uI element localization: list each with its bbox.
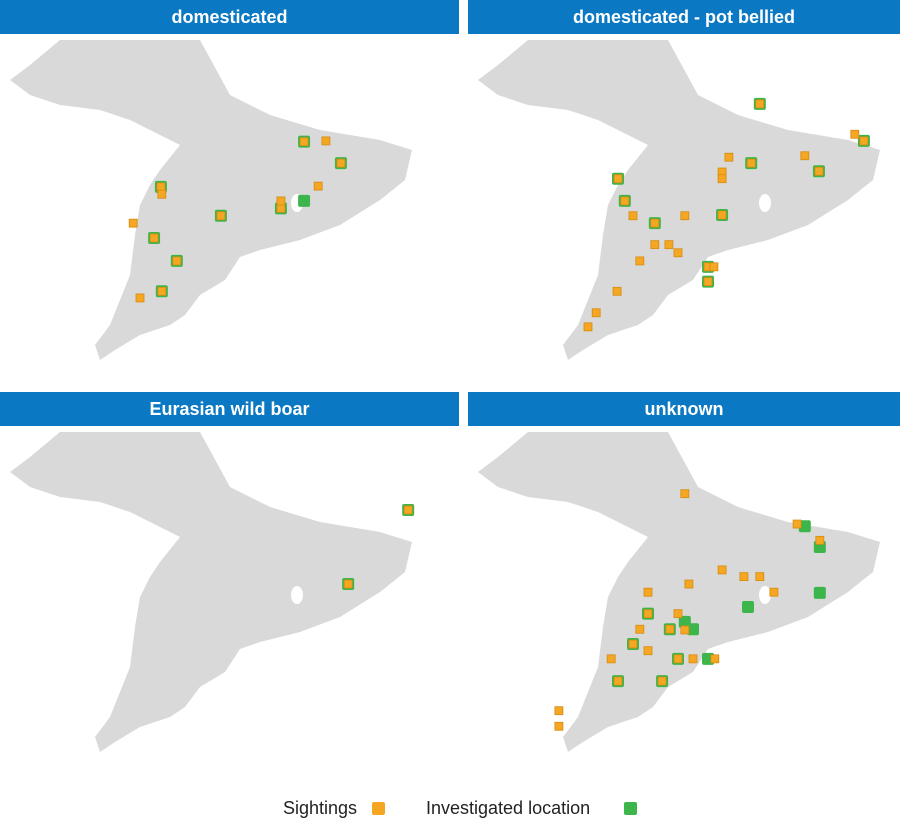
sighting-marker — [657, 676, 667, 686]
sighting-marker — [673, 248, 683, 258]
panel-header — [468, 392, 900, 426]
sighting-marker — [664, 240, 674, 250]
sighting-marker — [717, 565, 727, 575]
sighting-marker — [673, 654, 683, 664]
sighting-marker — [703, 277, 713, 287]
panel-title: Eurasian wild boar — [149, 399, 309, 419]
sighting-marker — [276, 203, 286, 213]
sighting-marker — [403, 505, 413, 515]
sighting-marker — [635, 624, 645, 634]
investigated-marker — [813, 586, 826, 599]
sighting-marker — [850, 129, 860, 139]
panel-title: domesticated - pot bellied — [573, 7, 795, 27]
sighting-marker — [688, 654, 698, 664]
sighting-marker — [680, 625, 690, 635]
sighting-marker — [643, 609, 653, 619]
sighting-marker — [128, 218, 138, 228]
sighting-marker — [680, 211, 690, 221]
sighting-marker — [680, 489, 690, 499]
sighting-marker — [684, 579, 694, 589]
sighting-marker — [591, 308, 601, 318]
sighting-marker — [606, 654, 616, 664]
land — [478, 40, 880, 360]
investigated-marker — [798, 520, 811, 533]
panel-header — [0, 0, 459, 34]
sighting-marker — [343, 579, 353, 589]
legend-swatch — [372, 802, 385, 815]
legend-label: Sightings — [283, 798, 357, 818]
panel-title: unknown — [645, 399, 724, 419]
panel: domesticated - pot bellied — [468, 0, 900, 360]
sighting-marker — [628, 211, 638, 221]
sighting-marker — [814, 166, 824, 176]
sighting-marker — [815, 535, 825, 545]
sighting-marker — [665, 624, 675, 634]
sighting-marker — [859, 136, 869, 146]
panel: domesticated — [0, 0, 459, 360]
sighting-marker — [739, 572, 749, 582]
panel-header — [0, 392, 459, 426]
panels: domesticated domesticated - pot bellied Eu… — [0, 0, 900, 752]
sighting-marker — [321, 136, 331, 146]
sighting-marker — [709, 262, 719, 272]
sighting-marker — [717, 210, 727, 220]
sighting-marker — [746, 158, 756, 168]
sighting-marker — [135, 293, 145, 303]
sighting-marker — [792, 519, 802, 529]
sighting-marker — [724, 152, 734, 162]
sighting-marker — [149, 233, 159, 243]
land — [10, 432, 412, 752]
sighting-marker — [650, 240, 660, 250]
sighting-marker — [755, 572, 765, 582]
panel: Eurasian wild boar — [0, 392, 459, 752]
land — [10, 40, 412, 360]
investigated-marker — [742, 601, 754, 613]
sighting-marker — [554, 721, 564, 731]
sighting-marker — [620, 196, 630, 206]
lake — [291, 586, 303, 604]
sighting-marker — [157, 286, 167, 296]
lake — [759, 194, 771, 212]
sighting-marker — [157, 189, 167, 199]
sighting-marker — [554, 706, 564, 716]
sighting-marker — [717, 174, 727, 184]
investigated-marker — [298, 194, 311, 207]
sighting-marker — [643, 646, 653, 656]
lake — [759, 586, 771, 604]
sighting-marker — [673, 609, 683, 619]
sighting-marker — [769, 587, 779, 597]
sighting-marker — [313, 181, 323, 191]
sighting-marker — [299, 137, 309, 147]
sighting-marker — [643, 587, 653, 597]
panel: unknown — [468, 392, 900, 752]
sighting-marker — [755, 99, 765, 109]
sighting-marker — [216, 211, 226, 221]
legend: Sightings Investigated location — [283, 798, 637, 818]
sighting-marker — [172, 256, 182, 266]
sighting-marker — [800, 151, 810, 161]
panel-header — [468, 0, 900, 34]
sighting-marker — [650, 218, 660, 228]
sighting-marker — [613, 174, 623, 184]
sighting-marker — [635, 256, 645, 266]
sighting-marker — [276, 196, 286, 206]
sighting-marker — [336, 158, 346, 168]
investigated-marker — [687, 623, 699, 636]
sighting-marker — [613, 676, 623, 686]
sighting-marker — [628, 639, 638, 649]
sighting-marker — [612, 286, 622, 296]
legend-swatch — [624, 802, 637, 815]
sighting-marker — [710, 654, 720, 664]
legend-label: Investigated location — [426, 798, 590, 818]
sighting-marker — [156, 182, 166, 192]
sighting-marker — [583, 322, 593, 332]
panel-title: domesticated — [171, 7, 287, 27]
